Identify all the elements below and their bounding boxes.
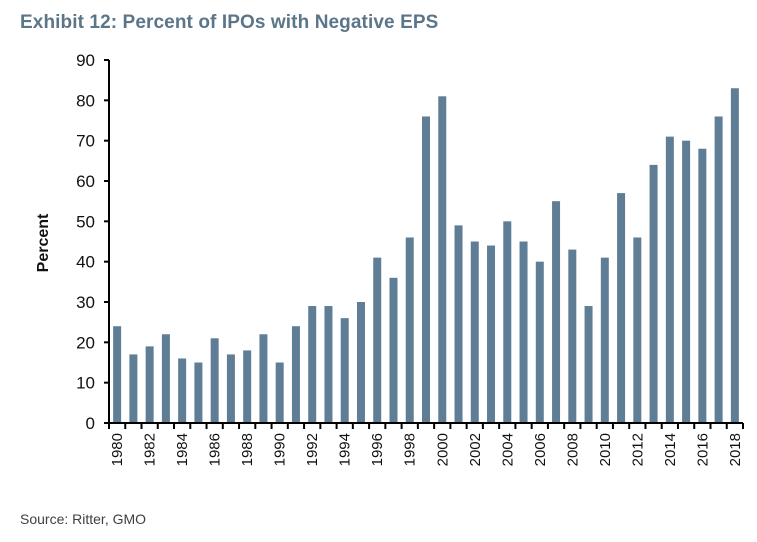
bar-2008 — [568, 249, 577, 423]
bar-2018 — [730, 88, 739, 423]
x-tick-label: 1984 — [174, 433, 191, 466]
bar-2004 — [503, 221, 512, 423]
x-tick-label: 1992 — [304, 433, 321, 466]
y-tick-label: 10 — [76, 374, 95, 393]
x-tick-label: 2014 — [662, 433, 679, 466]
bar-1998 — [405, 237, 414, 423]
bar-1986 — [210, 338, 219, 423]
x-tick-label: 1980 — [109, 433, 126, 466]
bar-1987 — [226, 354, 235, 423]
bar-1983 — [161, 334, 170, 423]
bar-1995 — [356, 302, 365, 423]
x-tick-label: 1986 — [207, 433, 224, 466]
bar-2007 — [552, 201, 561, 423]
x-tick-label: 2018 — [727, 433, 744, 466]
bar-1980 — [113, 326, 122, 423]
bar-1996 — [373, 257, 382, 423]
bar-2011 — [617, 193, 626, 423]
bar-1999 — [422, 116, 430, 423]
bar-2005 — [519, 241, 528, 423]
bar-1989 — [259, 334, 268, 423]
source-note: Source: Ritter, GMO — [20, 511, 147, 527]
x-tick-label: 1998 — [402, 433, 419, 466]
bar-2002 — [470, 241, 479, 423]
bar-1992 — [308, 306, 317, 423]
x-tick-label: 2002 — [467, 433, 484, 466]
bar-1984 — [178, 358, 187, 423]
bar-1997 — [389, 277, 398, 423]
x-tick-label: 2010 — [597, 433, 614, 466]
bar-1982 — [145, 346, 154, 423]
bar-2016 — [698, 148, 707, 424]
bar-1993 — [324, 306, 333, 423]
y-tick-label: 70 — [76, 132, 95, 151]
x-tick-label: 2008 — [564, 433, 581, 466]
x-tick-label: 2016 — [694, 433, 711, 466]
y-tick-label: 20 — [76, 333, 95, 352]
y-tick-label: 0 — [86, 414, 95, 433]
bar-2003 — [487, 245, 496, 423]
bar-2010 — [600, 257, 609, 423]
chart-title: Exhibit 12: Percent of IPOs with Negativ… — [20, 12, 439, 33]
y-tick-label: 80 — [76, 91, 95, 110]
x-tick-label: 2004 — [499, 433, 516, 466]
x-tick-label: 1996 — [369, 433, 386, 466]
y-tick-label: 50 — [76, 212, 95, 231]
x-tick-label: 1982 — [142, 433, 159, 466]
x-tick-label: 1990 — [272, 433, 289, 466]
bar-2012 — [633, 237, 642, 423]
y-axis-label: Percent — [35, 213, 52, 272]
x-tick-label: 1994 — [337, 433, 354, 466]
bar-2015 — [682, 140, 691, 424]
bar-1988 — [243, 350, 252, 423]
x-tick-label: 2012 — [629, 433, 646, 466]
bar-2006 — [535, 261, 544, 423]
bar-2001 — [454, 225, 463, 423]
bar-1991 — [291, 326, 300, 423]
bar-1990 — [275, 362, 284, 423]
bar-2009 — [584, 306, 593, 423]
bar-1981 — [129, 354, 138, 423]
bar-1985 — [194, 362, 203, 423]
y-tick-label: 90 — [76, 51, 95, 70]
bar-2017 — [714, 116, 723, 423]
x-tick-label: 2000 — [434, 433, 451, 466]
x-tick-label: 1988 — [239, 433, 256, 466]
y-tick-label: 40 — [76, 253, 95, 272]
bar-1994 — [340, 318, 349, 423]
bar-2013 — [649, 164, 658, 423]
bar-2014 — [665, 136, 674, 423]
bar-2000 — [438, 96, 447, 424]
y-tick-label: 60 — [76, 172, 95, 191]
y-tick-label: 30 — [76, 293, 95, 312]
x-tick-label: 2006 — [532, 433, 549, 466]
